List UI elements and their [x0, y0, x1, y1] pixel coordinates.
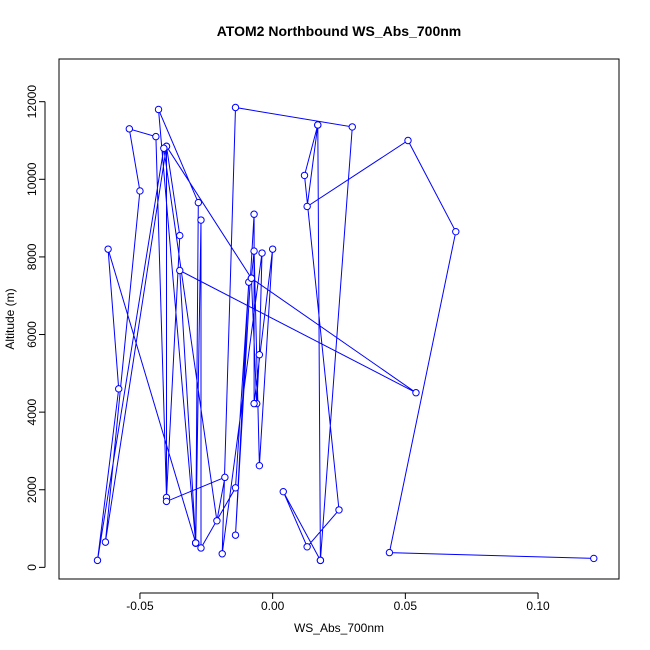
- data-point: [162, 497, 171, 506]
- y-tick-label: 10000: [25, 162, 39, 196]
- data-point: [348, 123, 356, 131]
- data-point: [303, 543, 311, 551]
- data-point: [255, 461, 264, 470]
- data-point: [194, 198, 203, 207]
- data-point: [314, 121, 322, 129]
- data-point: [590, 554, 598, 563]
- chart-title: ATOM2 Northbound WS_Abs_700nm: [217, 23, 462, 39]
- data-point: [154, 105, 163, 114]
- data-point: [231, 484, 240, 492]
- data-point: [303, 202, 311, 211]
- data-point: [152, 132, 160, 141]
- data-series: [93, 103, 598, 565]
- x-axis-label: WS_Abs_700nm: [294, 621, 384, 635]
- data-point: [213, 517, 221, 525]
- data-point: [104, 245, 112, 253]
- data-point: [250, 247, 258, 255]
- data-point: [176, 231, 184, 240]
- data-point: [452, 227, 460, 236]
- x-tick-label: -0.05: [126, 599, 154, 613]
- y-axis-label: Altitude (m): [3, 288, 17, 349]
- y-tick-label: 4000: [25, 398, 39, 425]
- data-point: [268, 245, 277, 253]
- data-point: [125, 125, 134, 133]
- data-point: [231, 531, 240, 539]
- data-point: [385, 548, 394, 557]
- data-point: [335, 506, 343, 514]
- data-point: [231, 103, 240, 112]
- y-axis: 0 2000 4000 6000 8000 10000 12000: [25, 85, 46, 571]
- y-tick-label: 12000: [25, 85, 39, 119]
- data-point: [93, 556, 102, 565]
- data-point: [316, 556, 325, 565]
- y-tick-label: 8000: [25, 243, 39, 270]
- x-tick-label: 0.05: [394, 599, 418, 613]
- data-point: [101, 538, 110, 546]
- y-tick-label: 2000: [25, 476, 39, 503]
- data-point: [218, 550, 226, 558]
- data-point: [404, 136, 412, 145]
- data-point: [136, 187, 144, 195]
- data-point: [191, 539, 200, 547]
- x-axis: -0.05 0.00 0.05 0.10: [126, 592, 550, 613]
- data-point: [221, 473, 229, 482]
- data-point: [160, 144, 168, 152]
- data-point: [279, 487, 287, 496]
- plot-frame: [58, 58, 620, 580]
- x-tick-label: 0.10: [526, 599, 550, 613]
- data-point: [250, 210, 258, 218]
- x-tick-label: 0.00: [261, 599, 285, 613]
- data-point: [247, 274, 256, 282]
- data-point: [300, 171, 309, 180]
- y-tick-label: 6000: [25, 321, 39, 348]
- data-point: [197, 216, 205, 224]
- data-point: [197, 544, 205, 552]
- data-point: [115, 385, 123, 393]
- data-point: [412, 389, 420, 397]
- data-point: [250, 399, 258, 408]
- data-point: [258, 249, 266, 257]
- data-point: [176, 266, 184, 275]
- data-point: [255, 351, 264, 359]
- y-tick-label: 0: [25, 564, 39, 571]
